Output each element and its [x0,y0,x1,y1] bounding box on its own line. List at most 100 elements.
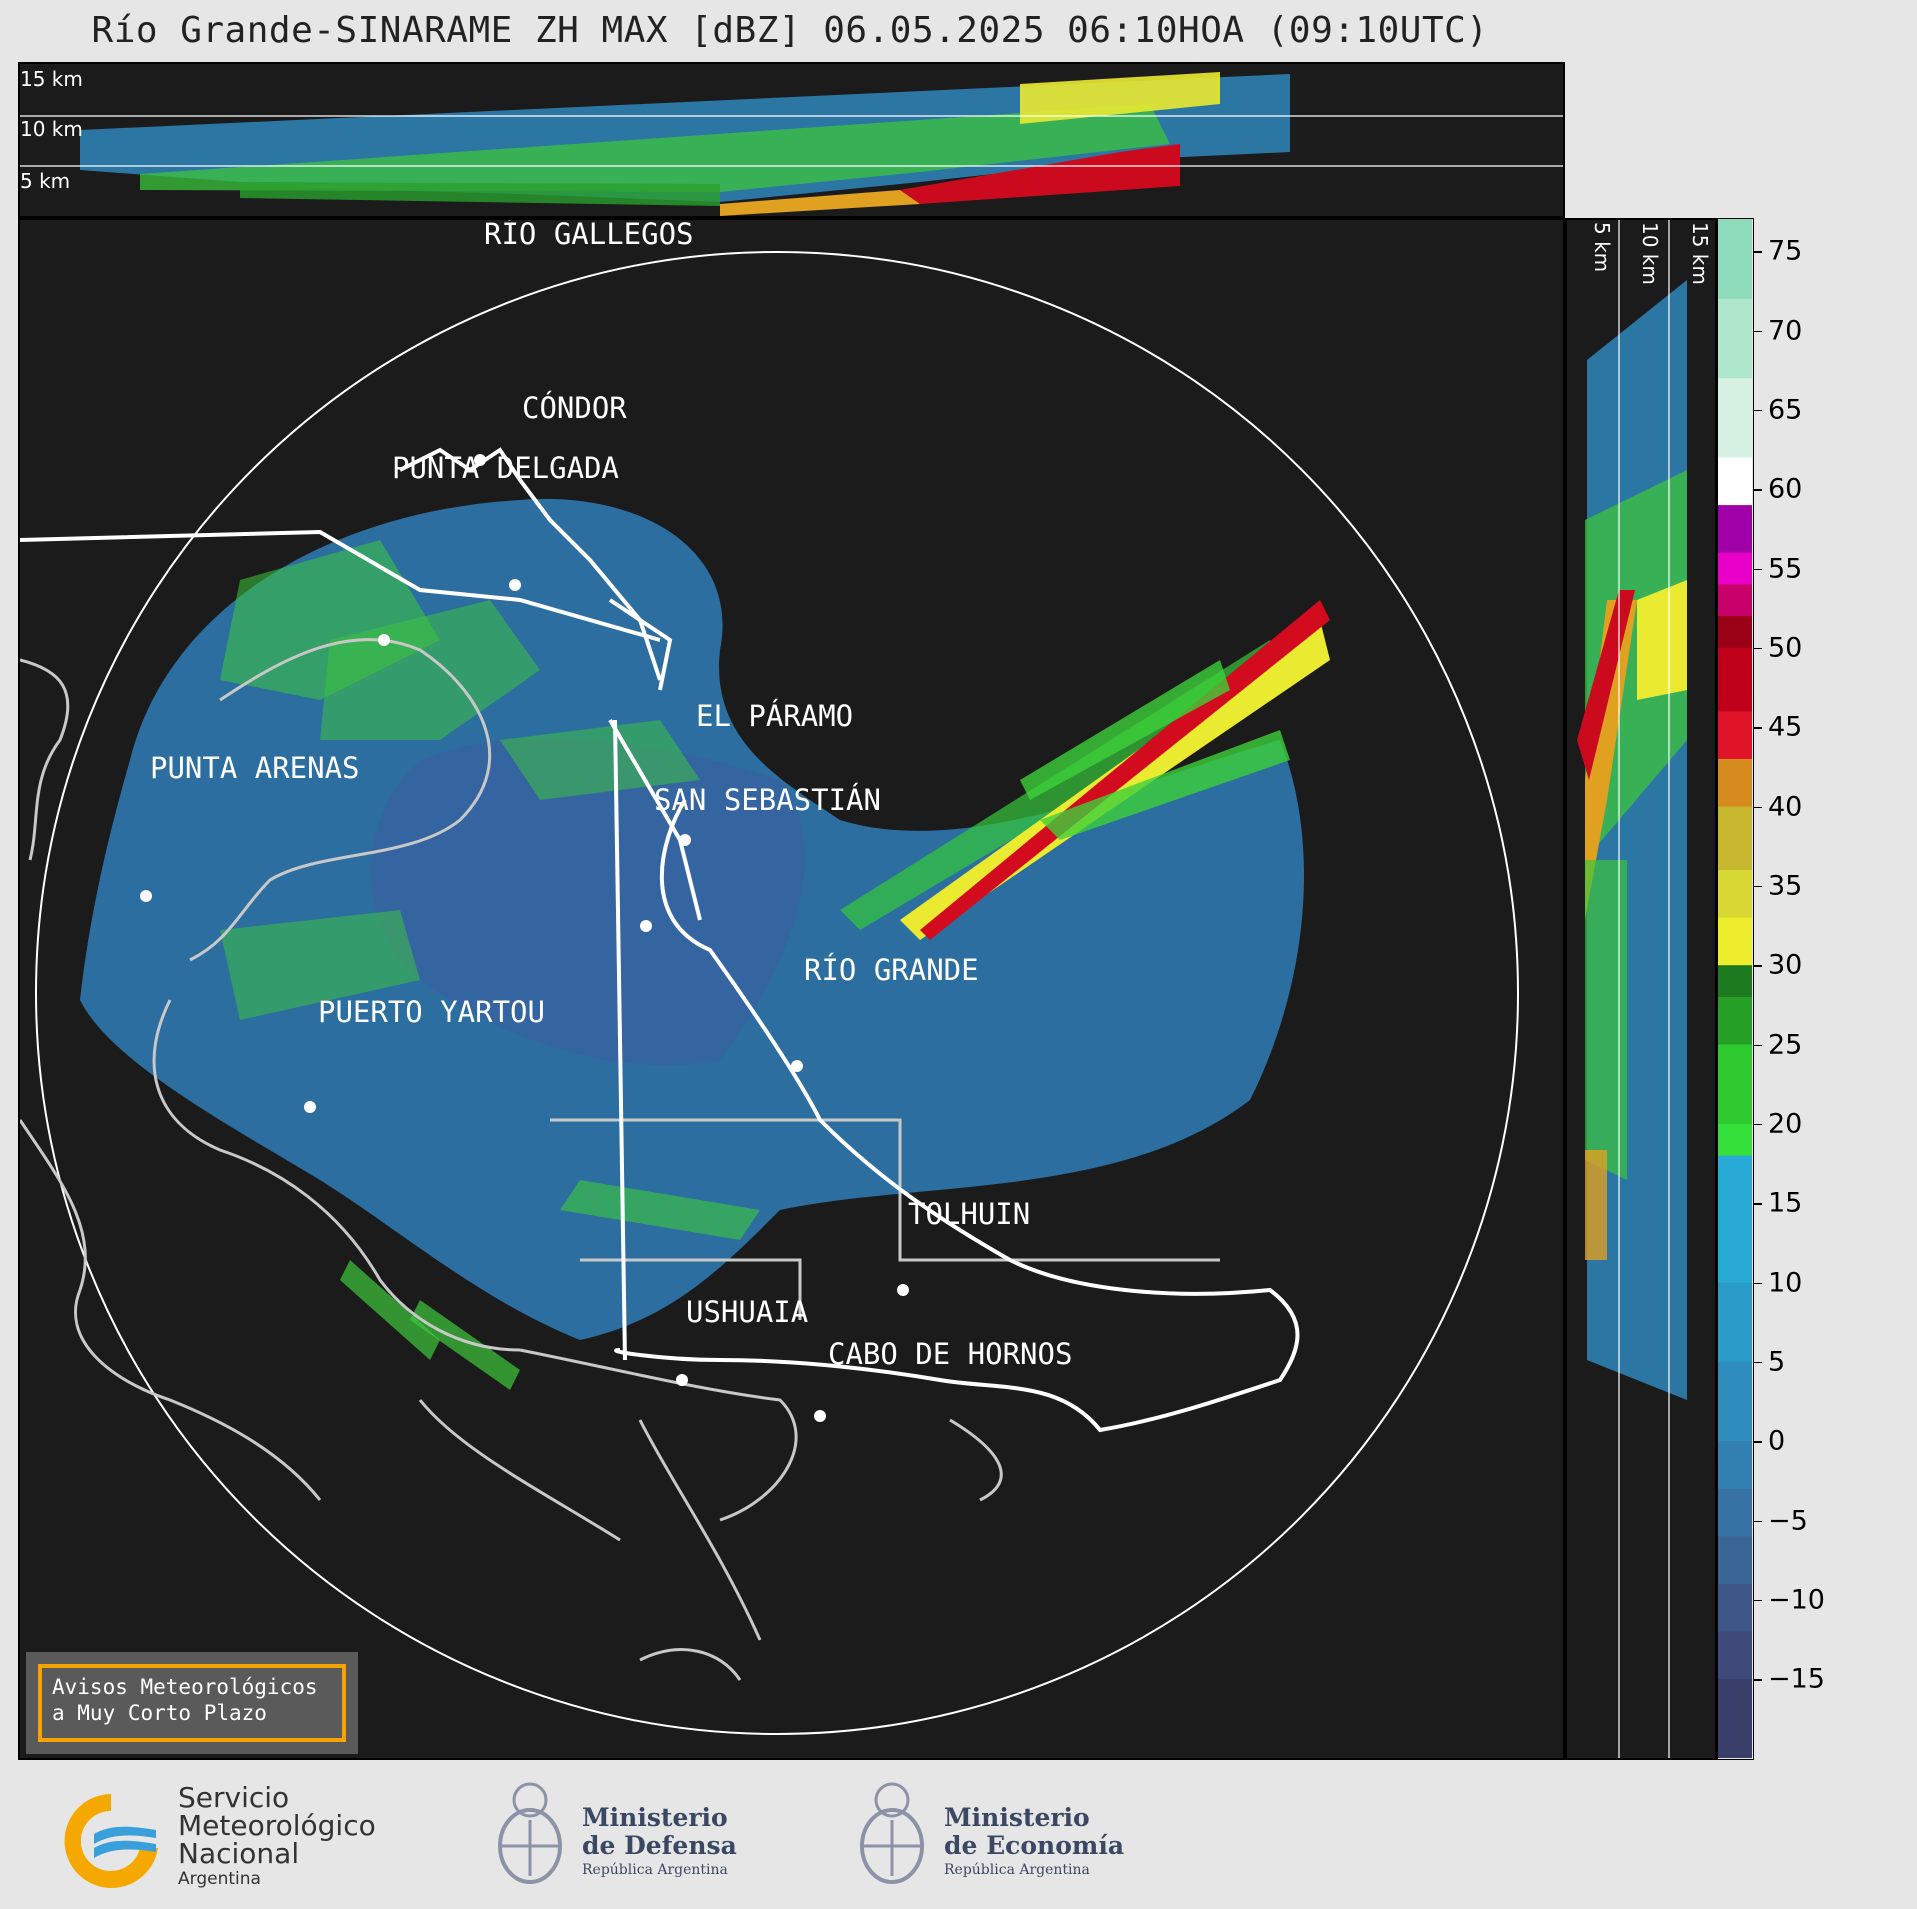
coastlines [20,638,1220,1681]
height-label-10km: 10 km [20,117,83,141]
colorbar [1717,218,1754,1760]
city-label-el-paramo: EL PÁRAMO [696,699,853,733]
city-label-tolhuin: TOLHUIN [908,1197,1030,1231]
colorbar-segment [1718,1535,1752,1584]
notice-box: Avisos Meteorológicos a Muy Corto Plazo [26,1652,358,1754]
city-dot-punta-delgada [378,634,390,646]
economia-line-2: de Economía [944,1831,1125,1860]
city-labels: RÍO GALLEGOS CÓNDOR PUNTA DELGADA EL PÁR… [150,220,1072,1371]
economia-line-3: República Argentina [944,1862,1090,1878]
colorbar-tick [1754,1123,1762,1126]
city-label-rio-gallegos: RÍO GALLEGOS [484,220,694,251]
city-dot-tolhuin [897,1284,909,1296]
colorbar-tick-label: 0 [1768,1425,1786,1457]
colorbar-segment [1718,964,1752,997]
colorbar-segment [1718,615,1752,648]
city-label-cabo-de-hornos: CABO DE HORNOS [828,1337,1072,1371]
city-dot-condor [509,579,521,591]
colorbar-tick-label: 70 [1768,315,1803,347]
colorbar-tick [1754,727,1762,729]
colorbar-tick [1754,1520,1762,1522]
city-label-puerto-yartou: PUERTO YARTOU [318,995,545,1029]
colorbar-segment [1718,1044,1752,1124]
colorbar-segment [1718,1583,1752,1632]
colorbar-segment [1718,996,1752,1045]
argentina-coat-of-arms-icon [498,1782,562,1884]
notice-line-2: a Muy Corto Plazo [52,1701,267,1725]
colorbar-segment [1718,1488,1752,1537]
height-label-15km: 15 km [1688,222,1712,285]
city-dot-el-paramo [679,834,691,846]
colorbar-tick-label: 15 [1768,1187,1803,1219]
colorbar-segment [1718,1282,1752,1362]
colorbar-tick [1754,1679,1762,1681]
colorbar-tick [1754,1599,1762,1602]
reflectivity-echoes [80,498,1330,1390]
colorbar-tick [1754,806,1762,809]
colorbar-segment [1718,647,1752,712]
smn-line-1: Servicio [178,1781,290,1814]
colorbar-segment [1718,1155,1752,1283]
colorbar-segment [1718,298,1752,379]
chart-title: Río Grande-SINARAME ZH MAX [dBZ] 06.05.2… [91,10,1489,51]
city-markers [140,454,909,1422]
colorbar-tick [1754,251,1762,253]
colorbar-tick [1754,1441,1762,1443]
city-dot-rio-gallegos [474,454,486,466]
city-dot-puerto-yartou [304,1101,316,1113]
height-label-5km: 5 km [1590,222,1614,272]
colorbar-tick [1754,647,1762,650]
defensa-line-1: Ministerio [582,1803,728,1832]
notice-line-1: Avisos Meteorológicos [52,1675,318,1699]
colorbar-tick-label: 35 [1768,870,1803,902]
colorbar-tick-label: −5 [1768,1505,1808,1536]
colorbar-segment [1718,806,1752,871]
colorbar-segment [1718,1361,1752,1442]
colorbar-tick-label: −15 [1768,1663,1825,1695]
colorbar-segment [1718,219,1752,299]
borders [20,447,1300,1433]
colorbar-tick [1754,1203,1762,1205]
colorbar-gradient [1718,219,1752,1758]
colorbar-tick [1754,965,1762,967]
defensa-line-3: República Argentina [582,1862,728,1878]
colorbar-tick-label: 10 [1768,1267,1803,1299]
city-dot-ushuaia [676,1374,688,1386]
colorbar-tick [1754,1361,1762,1364]
colorbar-segment [1718,1123,1752,1156]
colorbar-segment [1718,377,1752,458]
colorbar-segment [1718,504,1752,553]
colorbar-segment [1718,583,1752,617]
smn-logo-icon [64,1794,158,1888]
city-dot-rio-grande [791,1060,803,1072]
height-label-10km: 10 km [1638,222,1662,285]
colorbar-tick [1754,885,1762,888]
colorbar-tick [1754,1044,1762,1047]
height-label-5km: 5 km [20,169,70,193]
colorbar-tick-label: −10 [1768,1584,1825,1616]
city-dot-punta-arenas [140,890,152,902]
colorbar-tick-label: 60 [1768,473,1803,505]
top-cross-section: 15 km 10 km 5 km [18,62,1565,218]
colorbar-segment [1718,710,1752,759]
colorbar-tick-label: 30 [1768,949,1803,981]
colorbar-tick [1754,330,1762,333]
colorbar-segment [1718,1678,1752,1758]
colorbar-tick [1754,568,1762,571]
city-label-condor: CÓNDOR [522,391,627,425]
defensa-line-2: de Defensa [582,1831,737,1860]
smn-line-4: Argentina [178,1869,261,1889]
city-label-ushuaia: USHUAIA [686,1295,808,1329]
city-label-punta-delgada: PUNTA DELGADA [392,451,619,485]
smn-line-3: Nacional [178,1837,300,1870]
argentina-coat-of-arms-icon [860,1782,924,1884]
city-label-punta-arenas: PUNTA ARENAS [150,751,360,785]
colorbar-segment [1718,1440,1752,1489]
city-dot-cabo-de-hornos [814,1410,826,1422]
colorbar-tick [1754,409,1762,412]
colorbar-tick [1754,1282,1762,1285]
colorbar-tick-label: 50 [1768,632,1803,664]
city-dot-san-sebastian [640,920,652,932]
colorbar-tick-label: 20 [1768,1108,1803,1140]
city-label-san-sebastian: SAN SEBASTIÁN [654,783,881,817]
